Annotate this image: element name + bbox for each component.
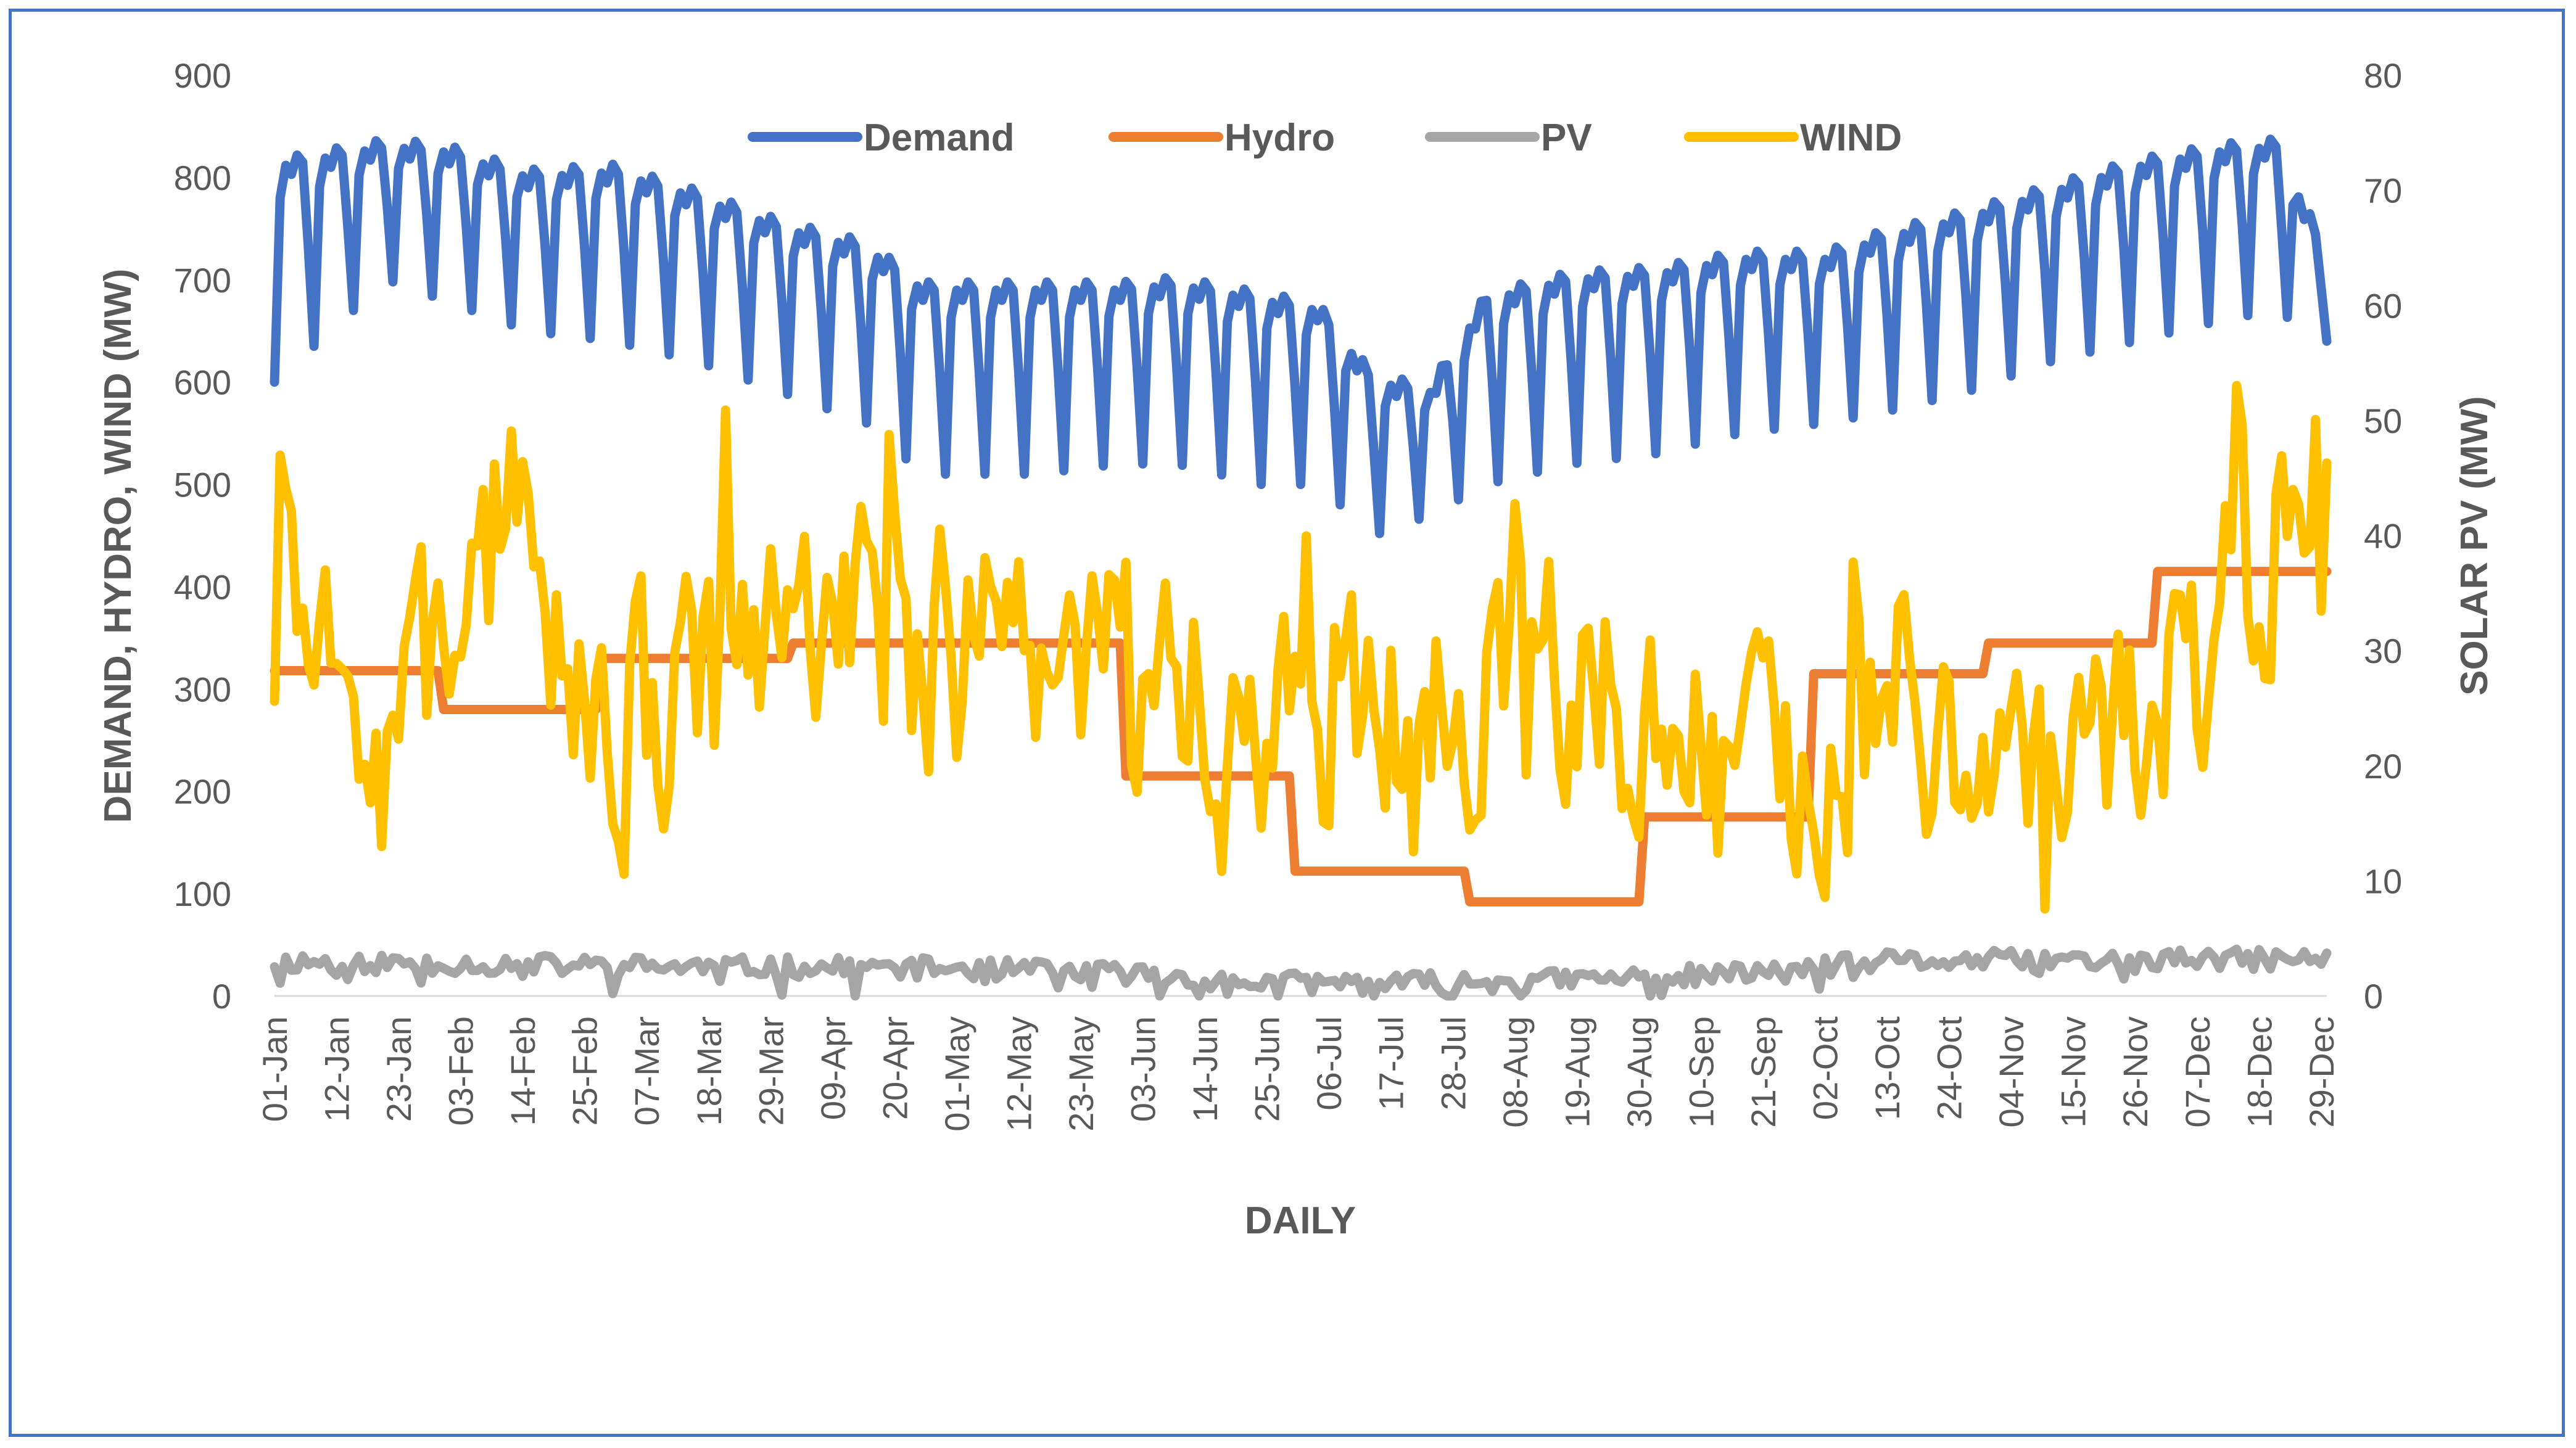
y-tick-label: 800 bbox=[174, 158, 231, 197]
legend: Demand Hydro PV WIND bbox=[748, 117, 1902, 159]
series-line-demand bbox=[270, 134, 2332, 538]
x-tick-label: 03-Feb bbox=[442, 1016, 481, 1125]
y-tick-label: 0 bbox=[212, 977, 231, 1016]
x-tick-label: 07-Mar bbox=[627, 1016, 666, 1125]
x-axis-title: DAILY bbox=[1245, 1199, 1356, 1242]
y2-tick-label: 40 bbox=[2364, 517, 2402, 556]
x-tick-label: 09-Apr bbox=[814, 1016, 852, 1120]
x-tick-label: 14-Feb bbox=[503, 1016, 542, 1125]
chart-frame bbox=[9, 9, 2565, 1437]
x-tick-label: 29-Mar bbox=[751, 1016, 790, 1125]
y-tick-label: 100 bbox=[174, 874, 231, 913]
x-tick-label: 02-Oct bbox=[1806, 1016, 1845, 1120]
y-tick-label: 400 bbox=[174, 567, 231, 606]
right-axis-ticks: 0 10 20 30 40 50 60 70 80 bbox=[2364, 56, 2402, 1016]
x-tick-label: 12-Jan bbox=[318, 1016, 357, 1122]
x-tick-label: 10-Sep bbox=[1682, 1016, 1720, 1128]
y-tick-label: 700 bbox=[174, 261, 231, 300]
y2-tick-label: 80 bbox=[2364, 56, 2402, 95]
x-tick-label: 30-Aug bbox=[1620, 1016, 1659, 1128]
x-tick-label: 17-Jul bbox=[1372, 1016, 1411, 1111]
legend-label-demand: Demand bbox=[864, 117, 1015, 159]
x-tick-label: 01-May bbox=[938, 1016, 976, 1132]
x-tick-label: 18-Dec bbox=[2240, 1016, 2279, 1128]
x-tick-label: 08-Aug bbox=[1496, 1016, 1535, 1128]
y2-tick-label: 10 bbox=[2364, 862, 2402, 900]
x-tick-label: 13-Oct bbox=[1868, 1016, 1907, 1120]
x-tick-label: 14-Jun bbox=[1186, 1016, 1224, 1122]
x-tick-label: 15-Nov bbox=[2054, 1016, 2093, 1128]
x-tick-label: 28-Jul bbox=[1434, 1016, 1472, 1111]
x-tick-label: 19-Aug bbox=[1558, 1016, 1596, 1128]
x-tick-label: 03-Jun bbox=[1124, 1016, 1163, 1122]
left-axis-ticks: 0 100 200 300 400 500 600 700 800 900 bbox=[174, 56, 231, 1016]
series-lines bbox=[270, 134, 2332, 1001]
legend-label-pv: PV bbox=[1541, 117, 1592, 159]
y2-tick-label: 30 bbox=[2364, 631, 2402, 670]
x-tick-label: 20-Apr bbox=[875, 1016, 914, 1120]
legend-label-hydro: Hydro bbox=[1224, 117, 1335, 159]
y-tick-label: 300 bbox=[174, 670, 231, 709]
y2-tick-label: 70 bbox=[2364, 171, 2402, 210]
series-line-hydro bbox=[270, 567, 2332, 907]
x-tick-label: 18-Mar bbox=[690, 1016, 729, 1125]
x-tick-label: 23-Jan bbox=[379, 1016, 418, 1122]
x-tick-label: 04-Nov bbox=[1992, 1016, 2031, 1128]
x-tick-label: 24-Oct bbox=[1930, 1016, 1969, 1120]
y2-axis-title: SOLAR PV (MW) bbox=[2453, 396, 2496, 696]
y-tick-label: 500 bbox=[174, 466, 231, 504]
y-tick-label: 900 bbox=[174, 56, 231, 95]
y2-tick-label: 0 bbox=[2364, 977, 2383, 1016]
x-tick-label: 12-May bbox=[999, 1016, 1038, 1132]
y-tick-label: 200 bbox=[174, 772, 231, 811]
y-tick-label: 600 bbox=[174, 363, 231, 402]
x-tick-label: 06-Jul bbox=[1310, 1016, 1348, 1111]
x-tick-label: 25-Jun bbox=[1248, 1016, 1287, 1122]
x-tick-label: 25-Feb bbox=[566, 1016, 605, 1125]
legend-label-wind: WIND bbox=[1800, 117, 1902, 159]
y-axis-title: DEMAND, HYDRO, WIND (MW) bbox=[97, 269, 139, 823]
x-tick-label: 01-Jan bbox=[255, 1016, 294, 1122]
x-tick-label: 07-Dec bbox=[2178, 1016, 2217, 1128]
x-axis-ticks: 01-Jan 12-Jan 23-Jan 03-Feb 14-Feb 25-Feb 07-M… bbox=[255, 1016, 2341, 1132]
y2-tick-label: 20 bbox=[2364, 747, 2402, 786]
y2-tick-label: 60 bbox=[2364, 286, 2402, 325]
x-tick-label: 29-Dec bbox=[2302, 1016, 2341, 1128]
series-line-pv bbox=[270, 944, 2332, 1001]
y2-tick-label: 50 bbox=[2364, 401, 2402, 440]
series-line-wind bbox=[270, 381, 2332, 914]
x-tick-label: 26-Nov bbox=[2116, 1016, 2155, 1128]
x-tick-label: 21-Sep bbox=[1744, 1016, 1783, 1128]
x-tick-label: 23-May bbox=[1062, 1016, 1100, 1132]
